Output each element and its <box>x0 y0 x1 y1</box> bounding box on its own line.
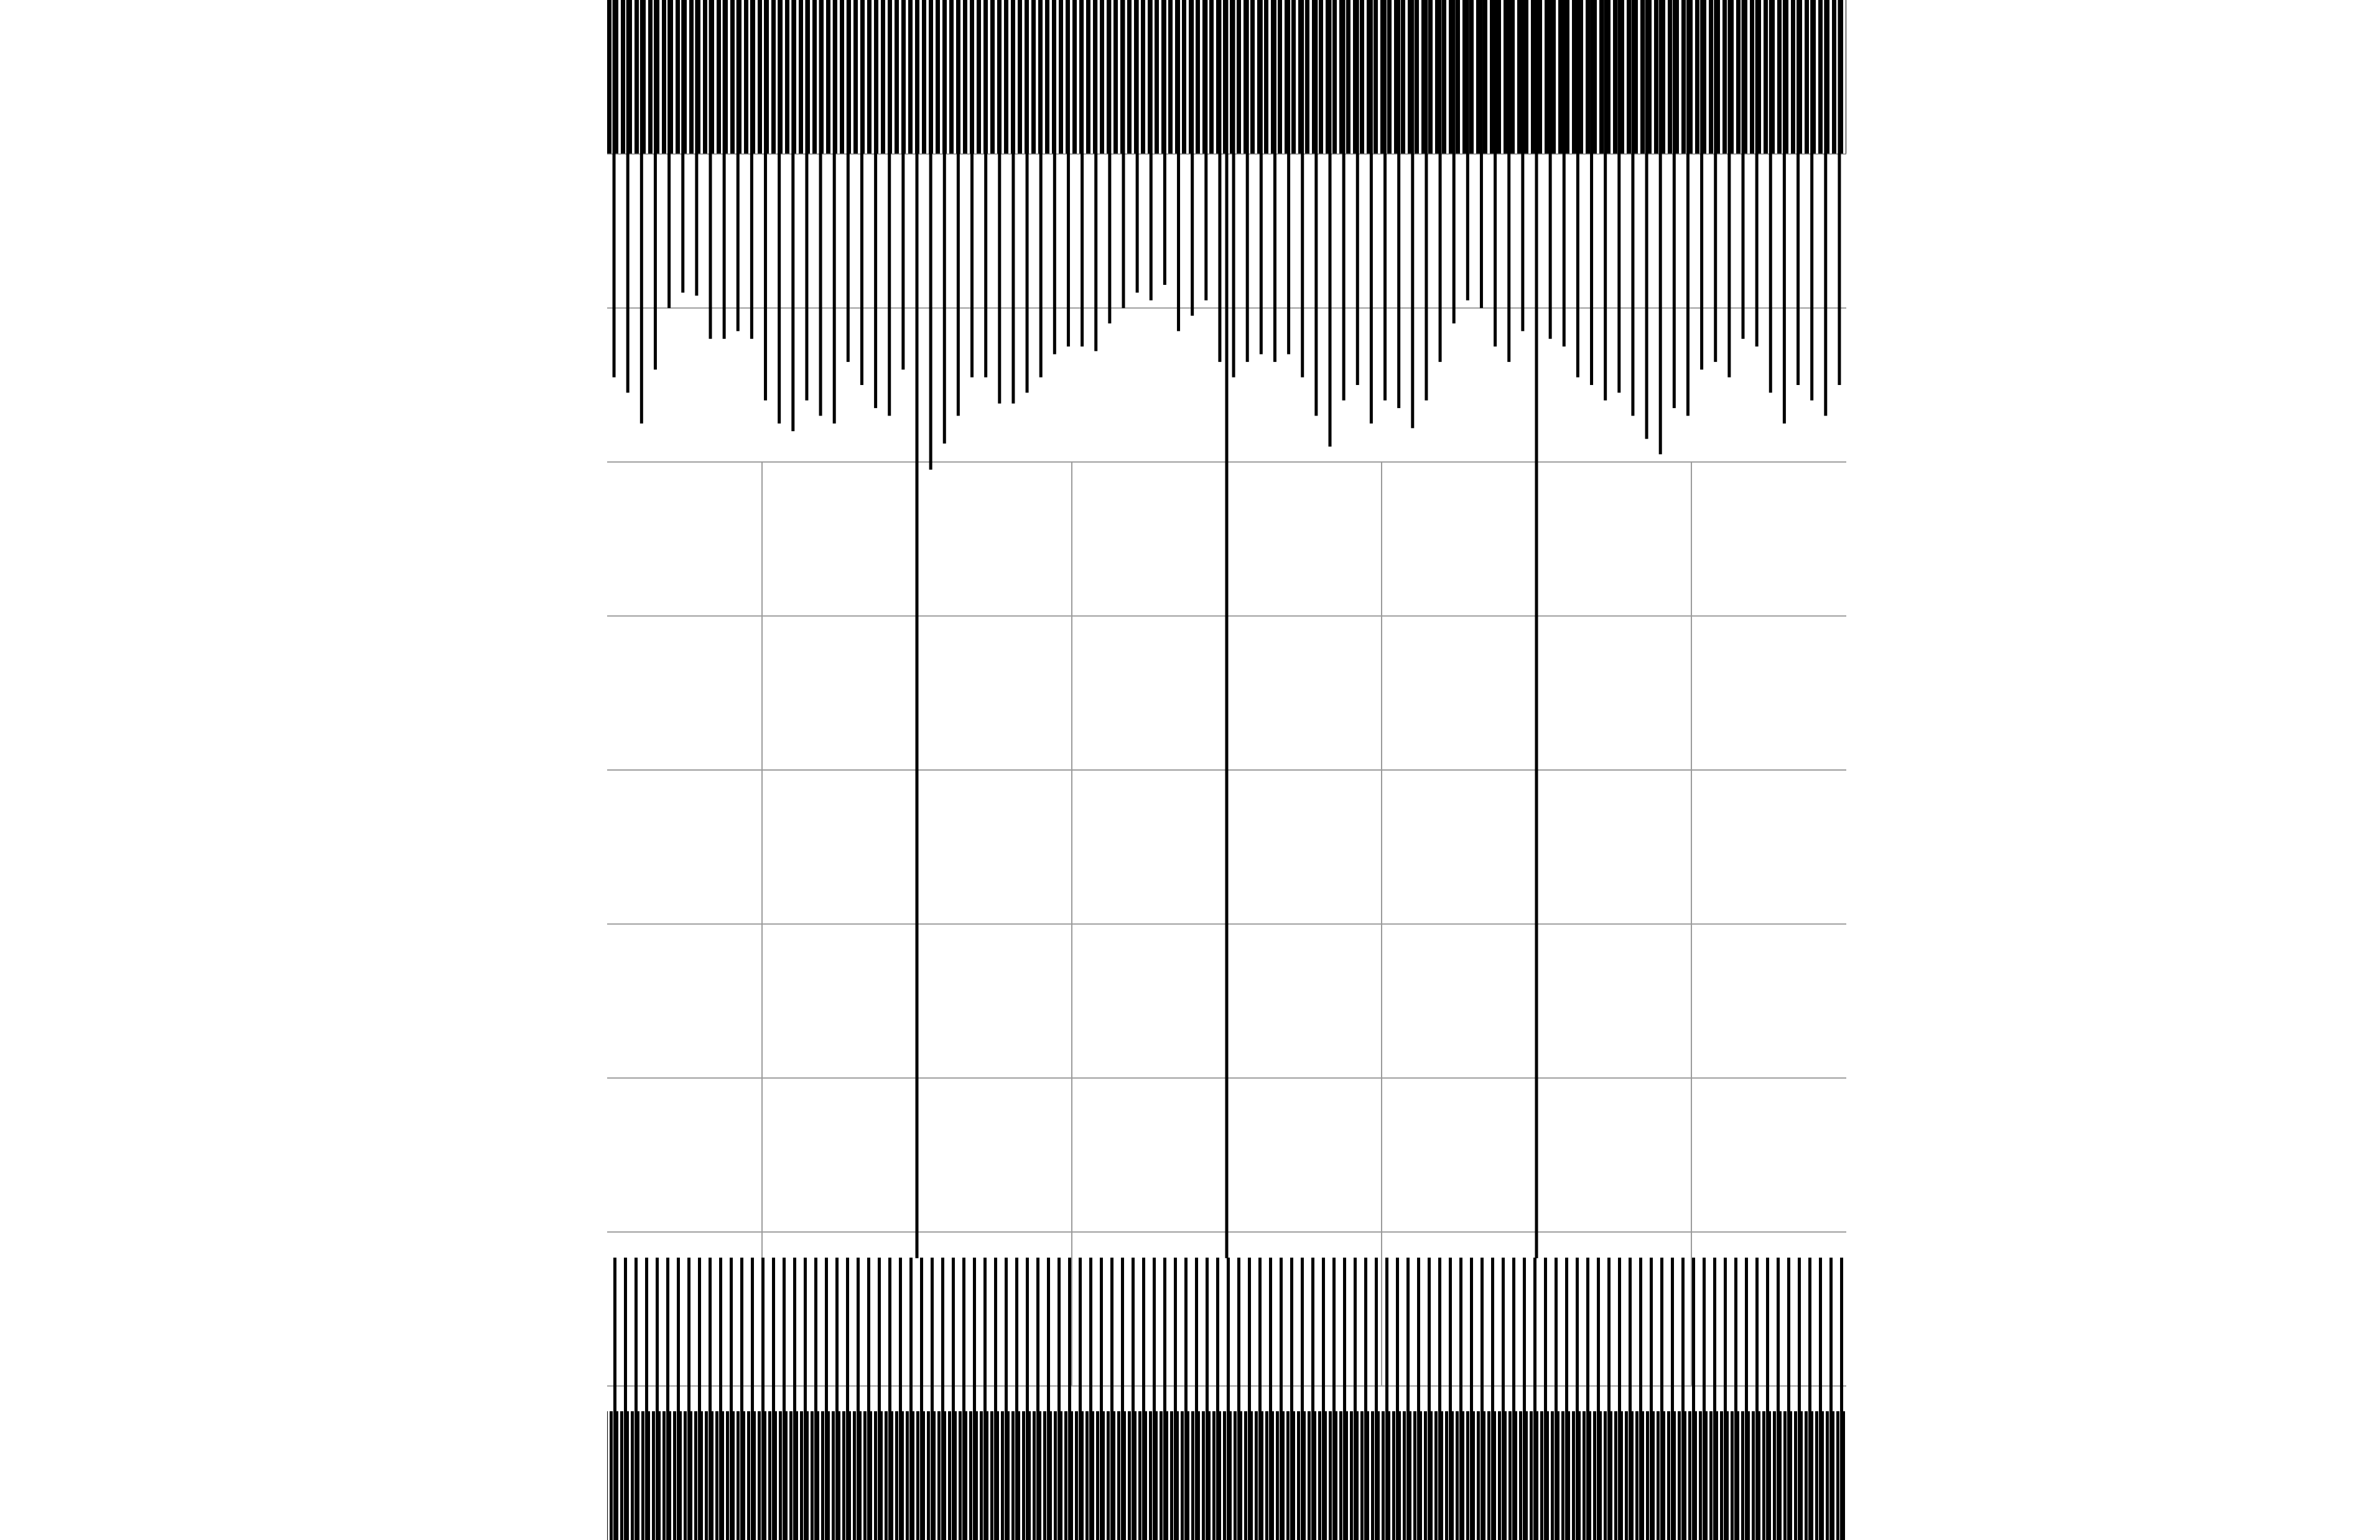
comb-dense <box>607 1411 1846 1540</box>
marks <box>612 0 1841 1258</box>
